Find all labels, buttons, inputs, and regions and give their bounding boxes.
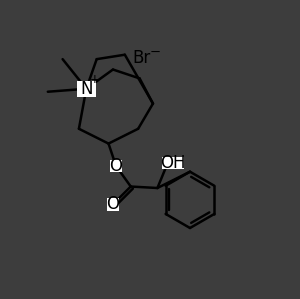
Text: +: + [90,73,100,86]
Text: Br: Br [132,49,150,67]
Bar [162,157,184,169]
Text: −: − [150,46,161,59]
Bar [77,81,96,97]
Bar [110,160,122,172]
Text: O: O [106,195,119,213]
Text: N: N [80,80,93,98]
Bar [107,198,119,210]
Text: OH: OH [160,154,186,172]
Text: O: O [110,157,122,175]
